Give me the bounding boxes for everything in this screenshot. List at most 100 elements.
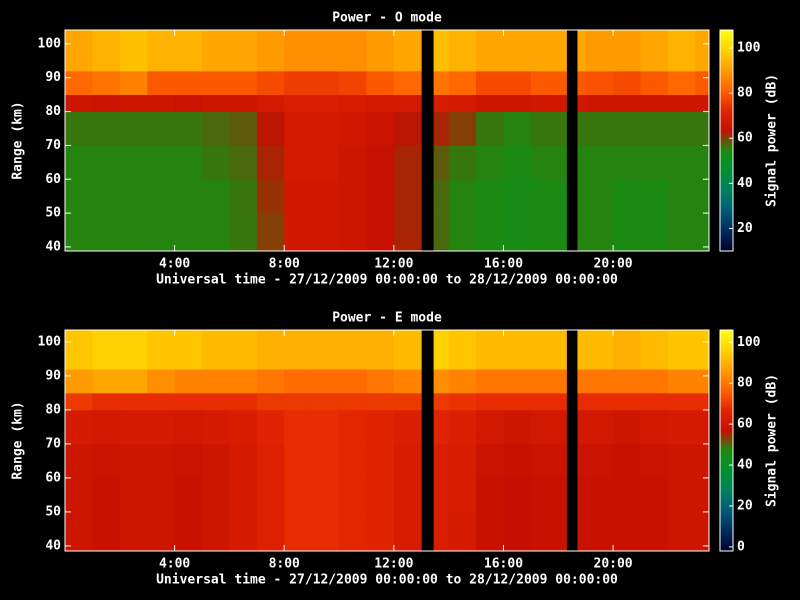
heatmap-cell [65,111,93,146]
heatmap-cell [174,409,203,445]
heatmap-cell [147,392,176,411]
heatmap-cell [667,70,696,96]
heatmap-cell [65,179,93,214]
heatmap-cell [393,145,422,180]
x-axis-label: Universal time - 27/12/2009 00:00:00 to … [156,573,618,588]
heatmap-cell [530,392,559,411]
heatmap-cell [229,369,258,394]
heatmap-cell [585,70,614,96]
heatmap-cell [585,369,614,394]
heatmap-cell [613,213,641,252]
heatmap-cell [119,443,148,479]
heatmap-cell [366,409,395,445]
heatmap-cell [92,409,121,445]
heatmap-cell [311,30,340,72]
heatmap-cell [256,443,285,479]
heatmap-cell [119,330,148,370]
heatmap-cell [229,111,258,146]
heatmap-cell [202,392,230,411]
heatmap-cell [147,409,176,445]
plot-frame [64,329,710,552]
heatmap-cell [174,111,203,146]
heatmap-cell [476,30,504,72]
heatmap-cell [585,409,614,445]
heatmap-cell [311,443,340,479]
heatmap-cell [558,511,567,552]
heatmap-cell [174,94,203,112]
heatmap-cell [393,392,422,411]
heatmap-cell [448,145,477,180]
heatmap-cell [667,30,696,72]
heatmap-cell [433,511,450,552]
heatmap-cell [640,145,669,180]
heatmap-cell [202,213,230,252]
heatmap-cell [174,330,203,370]
heatmap-cell [147,477,176,513]
heatmap-cell [695,213,710,252]
heatmap-cell [577,70,587,96]
heatmap-cell [577,409,587,445]
heatmap-cell [503,511,532,552]
heatmap-cell [577,111,587,146]
heatmap-cell [695,94,710,112]
heatmap-cell [92,111,121,146]
heatmap-cell [147,213,176,252]
y-tick-label: 90 [45,368,61,383]
heatmap-cell [433,111,450,146]
heatmap-cell [530,477,559,513]
heatmap-cell [366,70,395,96]
heatmap-cell [530,213,559,252]
heatmap-cell [667,213,696,252]
heatmap-cell [448,94,477,112]
heatmap-cell [202,179,230,214]
heatmap-cell [433,179,450,214]
heatmap-cell [503,145,532,180]
x-axis-label: Universal time - 27/12/2009 00:00:00 to … [156,273,618,288]
heatmap-cell [147,330,176,370]
colorbar-tick-label: 0 [737,539,745,554]
colorbar-tick-label: 80 [737,376,753,391]
heatmap-cell [640,30,669,72]
heatmap-cell [448,111,477,146]
heatmap-cell [119,409,148,445]
heatmap-cell [147,511,176,552]
heatmap-cell [256,145,285,180]
heatmap-cell [667,409,696,445]
heatmap-cell [92,94,121,112]
heatmap-cell [92,477,121,513]
heatmap-cell [448,70,477,96]
heatmap-cell [667,330,696,370]
heatmap-cell [558,70,567,96]
y-axis-label: Range (km) [11,101,26,179]
heatmap-cell [503,70,532,96]
heatmap-cell [311,511,340,552]
heatmap-cell [339,477,367,513]
heatmap-cell [229,213,258,252]
heatmap-cell [284,369,313,394]
heatmap-cell [311,409,340,445]
heatmap-cell [476,369,504,394]
y-tick-label: 40 [45,239,61,254]
heatmap-cell [558,111,567,146]
heatmap-cell [613,330,641,370]
colorbar-tick-label: 40 [737,458,753,473]
heatmap-cell [433,94,450,112]
heatmap-cell [119,94,148,112]
heatmap-cell [284,94,313,112]
heatmap-cell [448,409,477,445]
heatmap-cell [640,369,669,394]
heatmap-cell [577,179,587,214]
heatmap-cell [433,477,450,513]
heatmap-cell [284,70,313,96]
heatmap-cell [558,369,567,394]
heatmap-cell [202,409,230,445]
heatmap-cell [433,369,450,394]
heatmap-cell [585,511,614,552]
heatmap-cell [284,392,313,411]
heatmap-cell [433,330,450,370]
heatmap-cell [92,392,121,411]
colorbar-tick-label: 60 [737,131,753,146]
heatmap-cell [256,111,285,146]
heatmap-cell [393,30,422,72]
heatmap-cell [577,30,587,72]
